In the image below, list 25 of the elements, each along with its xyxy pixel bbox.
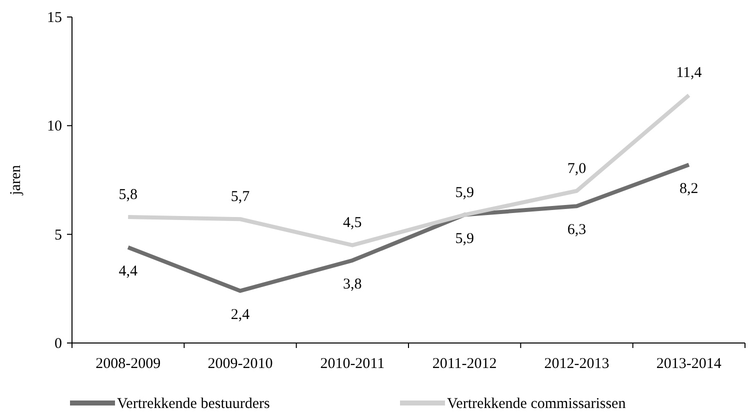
x-tick-label: 2009-2010 xyxy=(208,356,273,372)
data-label: 7,0 xyxy=(567,160,586,177)
legend-label: Vertrekkende bestuurders xyxy=(117,396,270,412)
y-tick-label: 10 xyxy=(47,118,62,135)
data-label: 3,8 xyxy=(343,276,362,292)
y-tick-label: 15 xyxy=(47,10,62,26)
data-label: 5,9 xyxy=(455,230,474,247)
x-tick-label: 2011-2012 xyxy=(432,356,497,372)
data-label: 4,4 xyxy=(118,263,138,280)
data-label: 11,4 xyxy=(676,65,702,82)
y-tick-label: 0 xyxy=(54,336,62,352)
data-label: 5,7 xyxy=(230,189,250,206)
x-tick-label: 2008-2009 xyxy=(96,356,161,372)
y-tick-label: 5 xyxy=(54,227,62,244)
legend-label: Vertrekkende commissarissen xyxy=(447,396,626,412)
x-tick-label: 2010-2011 xyxy=(320,356,385,372)
data-label: 5,8 xyxy=(118,186,138,203)
data-label: 8,2 xyxy=(680,180,698,197)
y-axis-title: jaren xyxy=(8,164,24,196)
data-label: 2,4 xyxy=(230,306,250,323)
data-label: 4,5 xyxy=(343,215,362,232)
data-label: 5,9 xyxy=(455,184,474,201)
data-label: 6,3 xyxy=(567,222,586,238)
x-tick-label: 2012-2013 xyxy=(544,356,610,372)
x-tick-label: 2013-2014 xyxy=(656,356,722,372)
